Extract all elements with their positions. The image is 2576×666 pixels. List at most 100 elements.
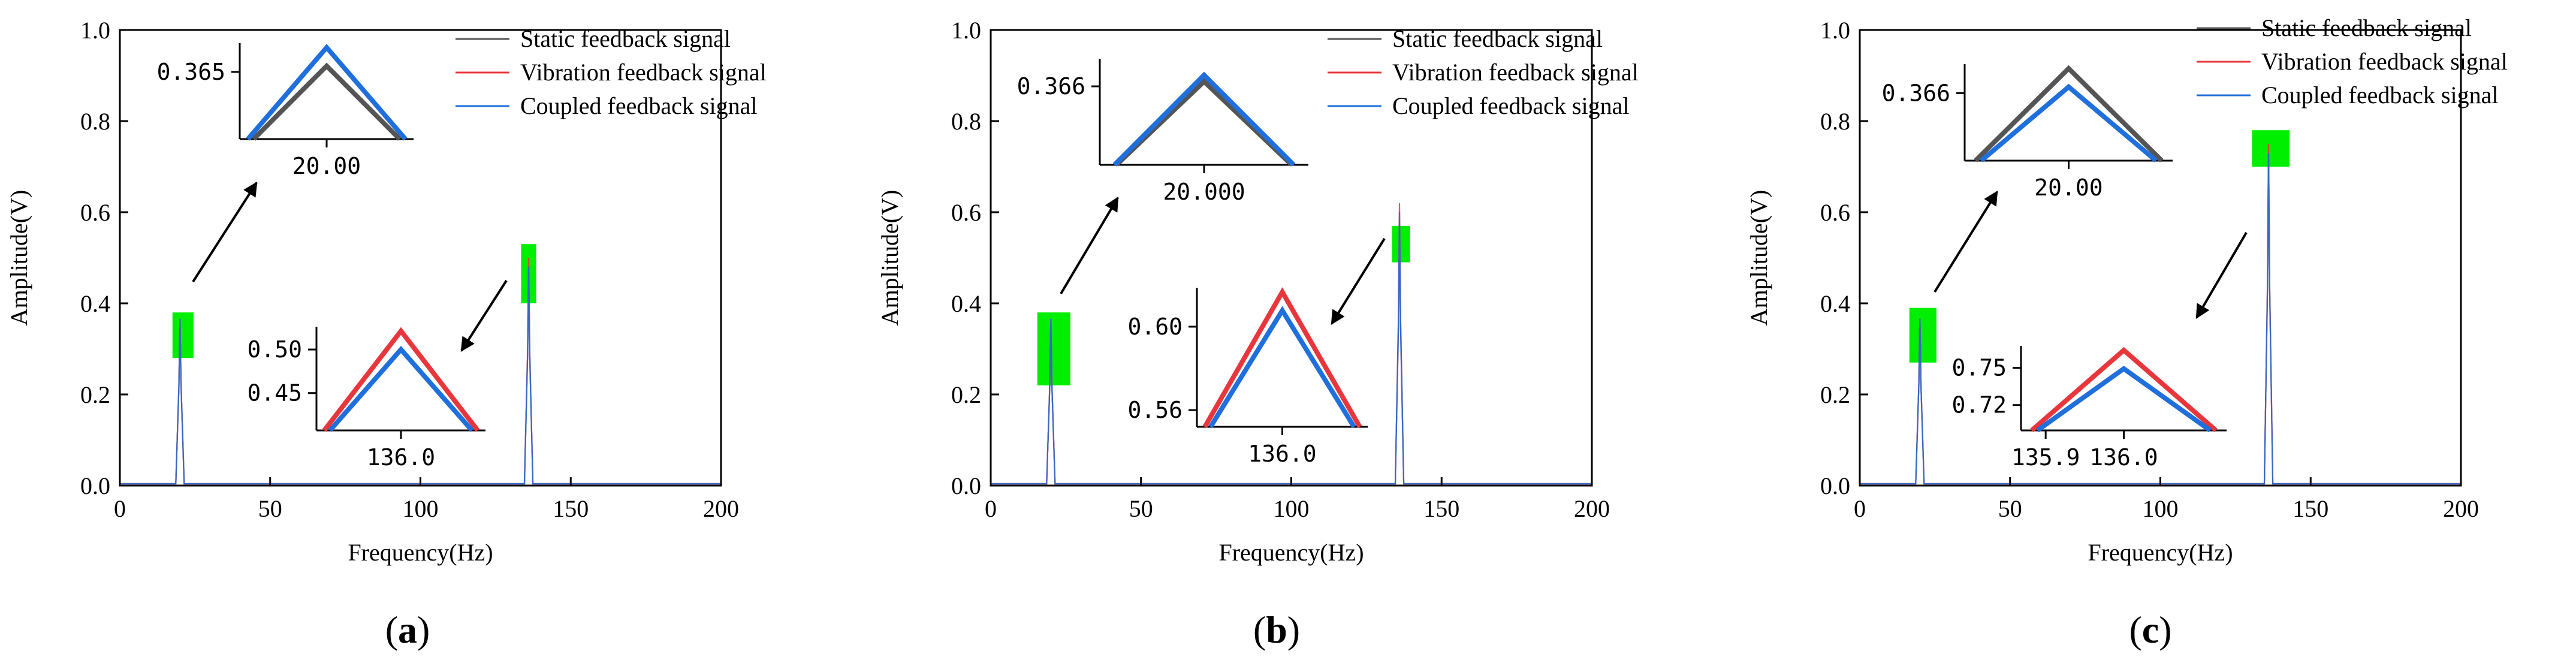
inset-line-coupled: [1112, 71, 1296, 167]
legend-entry: Vibration feedback signal: [520, 59, 767, 86]
y-tick-label: 1.0: [951, 17, 981, 44]
legend-entry: Coupled feedback signal: [1392, 92, 1629, 119]
x-tick-label: 100: [2143, 495, 2179, 522]
y-tick-label: 0.4: [951, 290, 981, 317]
inset-line-coupled: [2036, 366, 2212, 433]
inset-line-vibration: [322, 327, 480, 432]
y-axis-label: Amplitude(V): [5, 190, 32, 326]
x-tick-label: 150: [1423, 495, 1459, 522]
inset-y-tick-label: 0.366: [1882, 80, 1950, 106]
inset-line-vibration: [2030, 346, 2218, 433]
y-tick-label: 0.0: [1820, 472, 1850, 499]
caption-letter: a: [398, 608, 417, 651]
peak-highlight-box: [1037, 312, 1070, 385]
zoom-pointer-arrow: [2195, 231, 2248, 320]
inset-x-tick-label: 136.0: [1248, 441, 1316, 467]
y-tick-label: 0.8: [1820, 108, 1850, 135]
x-tick-label: 200: [1574, 495, 1610, 522]
peak-highlight-box: [2252, 130, 2290, 167]
zoom-inset-peak-136: 136.0 0.50 0.45: [247, 327, 485, 471]
x-axis-label: Frequency(Hz): [2088, 539, 2233, 566]
legend-entry: Coupled feedback signal: [2261, 82, 2498, 109]
x-tick-label: 150: [553, 495, 589, 522]
inset-line-coupled: [1980, 83, 2158, 163]
y-tick-label: 0.2: [1820, 381, 1850, 408]
inset-y-tick-label: 0.56: [1127, 397, 1183, 423]
zoom-inset-peak-20: 20.000 0.366: [1017, 59, 1308, 205]
legend: Static feedback signal Vibration feedback…: [2197, 14, 2508, 109]
x-tick-label: 50: [1998, 495, 2022, 522]
x-tick-label: 0: [985, 495, 997, 522]
y-tick-label: 0.8: [80, 108, 110, 135]
chart-panel-a: 0 50 100 150 200 0.0 0.2 0.4 0.6 0.8 1.0 Frequency(…: [5, 17, 767, 651]
series-line-coupled: [991, 212, 1592, 485]
zoom-pointer-arrow: [460, 279, 508, 352]
x-tick-label: 0: [114, 495, 126, 522]
panel-caption: (a): [385, 608, 430, 651]
y-tick-label: 1.0: [1820, 17, 1850, 44]
zoom-inset-peak-20: 20.00 0.365: [157, 43, 414, 179]
y-tick-label: 0.2: [951, 381, 981, 408]
x-tick-label: 150: [2293, 495, 2328, 522]
y-tick-label: 0.2: [80, 381, 110, 408]
chart-panel-c: 0 50 100 150 200 0.0 0.2 0.4 0.6 0.8 1.0 Frequency(…: [1745, 14, 2508, 651]
caption-close-paren: ): [2159, 608, 2171, 651]
zoom-inset-peak-20: 20.00 0.366: [1882, 64, 2173, 201]
inset-y-tick-label: 0.50: [247, 336, 302, 363]
series-line-static: [1860, 153, 2461, 485]
y-tick-label: 0.0: [951, 472, 981, 499]
inset-x-tick-label: 20.00: [292, 153, 361, 179]
caption-close-paren: ): [417, 608, 430, 651]
inset-x-tick-label: 20.000: [1163, 179, 1245, 205]
legend-entry: Static feedback signal: [520, 25, 731, 52]
inset-x-tick-label: 20.00: [2034, 174, 2103, 201]
zoom-pointer-arrow: [1933, 190, 1998, 293]
inset-y-tick-label: 0.365: [157, 59, 225, 85]
legend-entry: Coupled feedback signal: [520, 92, 757, 119]
zoom-pointer-arrow: [1060, 196, 1119, 295]
y-tick-label: 0.0: [80, 472, 110, 499]
y-tick-label: 0.6: [951, 199, 981, 226]
x-tick-label: 50: [1129, 495, 1153, 522]
x-tick-label: 200: [2443, 495, 2479, 522]
inset-line-static: [252, 62, 402, 141]
zoom-pointer-arrow: [192, 181, 258, 283]
inset-y-tick-label: 0.366: [1017, 73, 1085, 100]
y-tick-label: 0.4: [80, 290, 110, 317]
caption-close-paren: ): [1287, 608, 1300, 651]
legend: Static feedback signal Vibration feedback…: [456, 25, 767, 119]
zoom-inset-peak-136: 136.0 0.60 0.56: [1127, 287, 1368, 467]
x-tick-label: 50: [258, 495, 282, 522]
legend: Static feedback signal Vibration feedback…: [1328, 25, 1639, 119]
y-tick-label: 0.4: [1820, 290, 1850, 317]
peak-highlight-box: [172, 312, 194, 358]
series-line-vibration: [1860, 143, 2461, 485]
zoom-inset-peak-136: 135.9 136.0 0.75 0.72: [1951, 346, 2227, 471]
zoom-pointer-arrow: [1331, 237, 1386, 326]
caption-letter: b: [1266, 608, 1287, 651]
x-tick-label: 0: [1854, 495, 1866, 522]
panel-caption: (c): [2129, 608, 2171, 651]
caption-open-paren: (: [2129, 608, 2141, 651]
x-axis-label: Frequency(Hz): [1218, 539, 1364, 566]
y-tick-label: 1.0: [80, 17, 110, 44]
inset-y-tick-label: 0.75: [1951, 355, 2007, 381]
panel-caption: (b): [1253, 608, 1300, 651]
inset-x-tick-label: 135.9: [2011, 444, 2080, 471]
inset-line-coupled: [328, 345, 474, 432]
caption-open-paren: (: [385, 608, 398, 651]
inset-line-coupled: [246, 44, 408, 141]
x-tick-label: 100: [1274, 495, 1310, 522]
x-axis-label: Frequency(Hz): [348, 539, 493, 566]
inset-y-tick-label: 0.60: [1127, 314, 1183, 340]
legend-entry: Static feedback signal: [1392, 25, 1603, 52]
y-tick-label: 0.8: [951, 108, 981, 135]
inset-x-tick-label: 136.0: [367, 444, 435, 471]
y-tick-label: 0.6: [1820, 199, 1850, 226]
x-tick-label: 100: [403, 495, 439, 522]
legend-entry: Static feedback signal: [2261, 14, 2472, 41]
inset-y-tick-label: 0.72: [1951, 392, 2007, 418]
inset-line-static: [1974, 65, 2164, 162]
caption-letter: c: [2142, 608, 2159, 651]
series-line-coupled: [120, 267, 721, 485]
